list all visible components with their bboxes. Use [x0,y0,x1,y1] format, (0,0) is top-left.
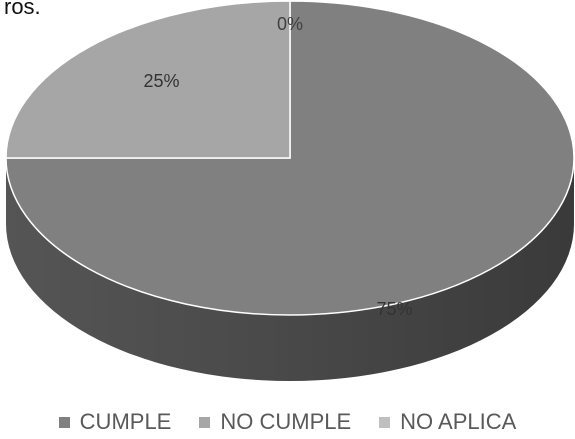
legend-item-cumple: CUMPLE [59,409,172,435]
legend-label-no-cumple: NO CUMPLE [220,409,351,435]
legend-item-no-cumple: NO CUMPLE [199,409,351,435]
legend-swatch-cumple [59,417,70,428]
legend-swatch-no-aplica [379,417,390,428]
legend-swatch-no-cumple [199,417,210,428]
data-label-cumple: 75% [377,299,413,319]
data-label-no-aplica: 0% [277,14,303,34]
data-label-no-cumple: 25% [143,71,179,91]
legend-label-cumple: CUMPLE [80,409,172,435]
legend: CUMPLE NO CUMPLE NO APLICA [0,408,575,436]
legend-item-no-aplica: NO APLICA [379,409,516,435]
legend-label-no-aplica: NO APLICA [400,409,516,435]
